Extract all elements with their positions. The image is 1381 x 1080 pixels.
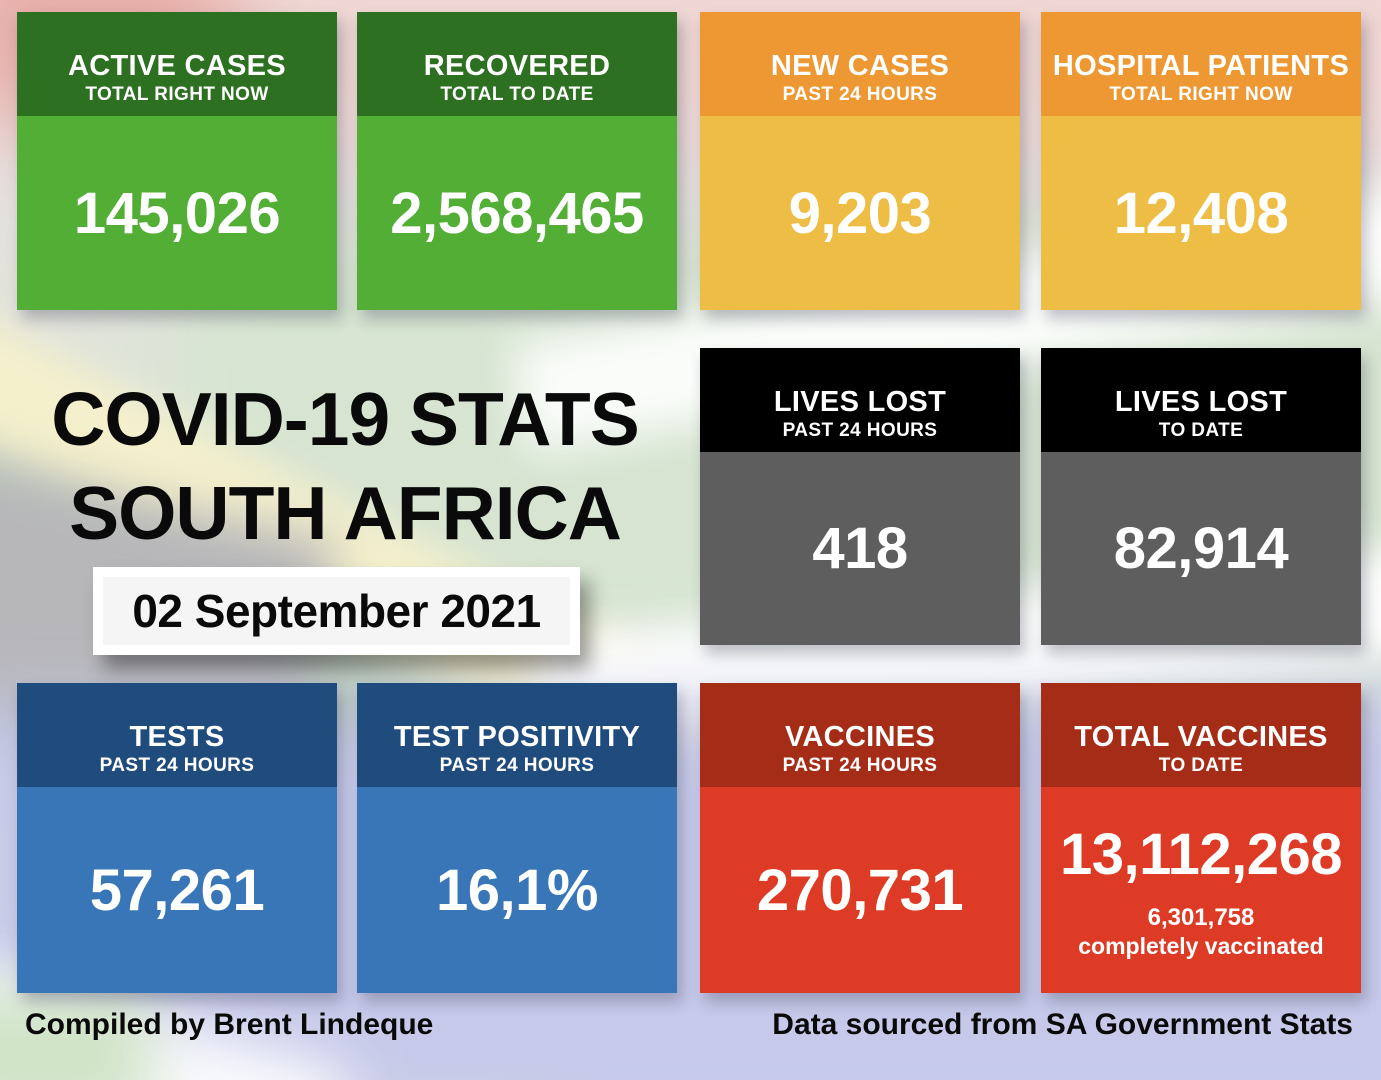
stat-card-test-positivity: TEST POSITIVITY PAST 24 HOURS 16,1% <box>357 683 677 993</box>
stat-card-new-cases: NEW CASES PAST 24 HOURS 9,203 <box>700 12 1020 310</box>
card-body: 145,026 <box>17 116 337 310</box>
stat-card-lives-lost-to-date: LIVES LOST TO DATE 82,914 <box>1041 348 1361 645</box>
card-value: 145,026 <box>73 180 281 246</box>
card-header: RECOVERED TOTAL TO DATE <box>357 12 677 116</box>
card-value: 57,261 <box>89 857 265 923</box>
credit-text: Compiled by Brent Lindeque <box>25 1008 434 1041</box>
card-header: NEW CASES PAST 24 HOURS <box>700 12 1020 116</box>
card-title: HOSPITAL PATIENTS <box>1052 50 1350 82</box>
card-header: LIVES LOST TO DATE <box>1041 348 1361 452</box>
card-header: ACTIVE CASES TOTAL RIGHT NOW <box>17 12 337 116</box>
card-substat: 6,301,758 completely vaccinated <box>1078 904 1323 960</box>
footer: Compiled by Brent Lindeque Data sourced … <box>25 1008 1353 1042</box>
card-title: LIVES LOST <box>1114 386 1288 418</box>
card-subtitle: PAST 24 HOURS <box>782 84 938 105</box>
card-subtitle: TOTAL RIGHT NOW <box>85 84 269 105</box>
card-subtitle: TOTAL RIGHT NOW <box>1109 84 1293 105</box>
card-header: LIVES LOST PAST 24 HOURS <box>700 348 1020 452</box>
card-title: LIVES LOST <box>773 386 947 418</box>
card-title: ACTIVE CASES <box>68 50 286 82</box>
date-badge: 02 September 2021 <box>93 567 580 655</box>
substat-label: completely vaccinated <box>1078 932 1324 959</box>
source-text: Data sourced from SA Government Stats <box>772 1008 1353 1041</box>
card-subtitle: PAST 24 HOURS <box>782 420 938 441</box>
card-title: NEW CASES <box>770 50 950 82</box>
date-text: 02 September 2021 <box>103 577 570 645</box>
card-body: 270,731 <box>700 787 1020 993</box>
card-body: 57,261 <box>17 787 337 993</box>
card-value: 2,568,465 <box>390 180 644 246</box>
card-body: 2,568,465 <box>357 116 677 310</box>
flag-green-corner <box>0 990 150 1080</box>
stat-card-vaccines-24h: VACCINES PAST 24 HOURS 270,731 <box>700 683 1020 993</box>
card-value: 13,112,268 <box>1059 821 1343 887</box>
stat-card-recovered: RECOVERED TOTAL TO DATE 2,568,465 <box>357 12 677 310</box>
card-header: TEST POSITIVITY PAST 24 HOURS <box>357 683 677 787</box>
card-body: 16,1% <box>357 787 677 993</box>
stat-card-lives-lost-24h: LIVES LOST PAST 24 HOURS 418 <box>700 348 1020 645</box>
card-subtitle: TOTAL TO DATE <box>440 84 594 105</box>
card-value: 16,1% <box>436 857 598 923</box>
stat-card-hospital-patients: HOSPITAL PATIENTS TOTAL RIGHT NOW 12,408 <box>1041 12 1361 310</box>
card-value: 82,914 <box>1113 516 1289 581</box>
stat-card-active-cases: ACTIVE CASES TOTAL RIGHT NOW 145,026 <box>17 12 337 310</box>
stat-card-tests: TESTS PAST 24 HOURS 57,261 <box>17 683 337 993</box>
page-title: COVID-19 STATS SOUTH AFRICA <box>0 372 690 560</box>
title-line-1: COVID-19 STATS <box>51 377 639 461</box>
card-subtitle: TO DATE <box>1158 420 1244 441</box>
card-subtitle: PAST 24 HOURS <box>439 755 595 776</box>
card-title: TESTS <box>129 721 225 753</box>
card-value: 12,408 <box>1113 180 1289 246</box>
card-value: 270,731 <box>756 857 964 923</box>
card-title: RECOVERED <box>423 50 611 82</box>
card-header: TESTS PAST 24 HOURS <box>17 683 337 787</box>
card-header: VACCINES PAST 24 HOURS <box>700 683 1020 787</box>
card-title: TEST POSITIVITY <box>393 721 641 753</box>
substat-value: 6,301,758 <box>1147 903 1255 931</box>
card-subtitle: PAST 24 HOURS <box>99 755 255 776</box>
card-body: 13,112,268 6,301,758 completely vaccinat… <box>1041 787 1361 993</box>
card-value: 9,203 <box>788 180 932 246</box>
card-title: TOTAL VACCINES <box>1074 721 1328 753</box>
card-value: 418 <box>812 516 908 581</box>
card-body: 12,408 <box>1041 116 1361 310</box>
card-subtitle: PAST 24 HOURS <box>782 755 938 776</box>
stat-card-total-vaccines: TOTAL VACCINES TO DATE 13,112,268 6,301,… <box>1041 683 1361 993</box>
card-body: 418 <box>700 452 1020 645</box>
title-line-2: SOUTH AFRICA <box>69 471 622 555</box>
card-body: 9,203 <box>700 116 1020 310</box>
card-title: VACCINES <box>784 721 936 753</box>
card-body: 82,914 <box>1041 452 1361 645</box>
card-subtitle: TO DATE <box>1158 755 1244 776</box>
card-header: TOTAL VACCINES TO DATE <box>1041 683 1361 787</box>
card-header: HOSPITAL PATIENTS TOTAL RIGHT NOW <box>1041 12 1361 116</box>
